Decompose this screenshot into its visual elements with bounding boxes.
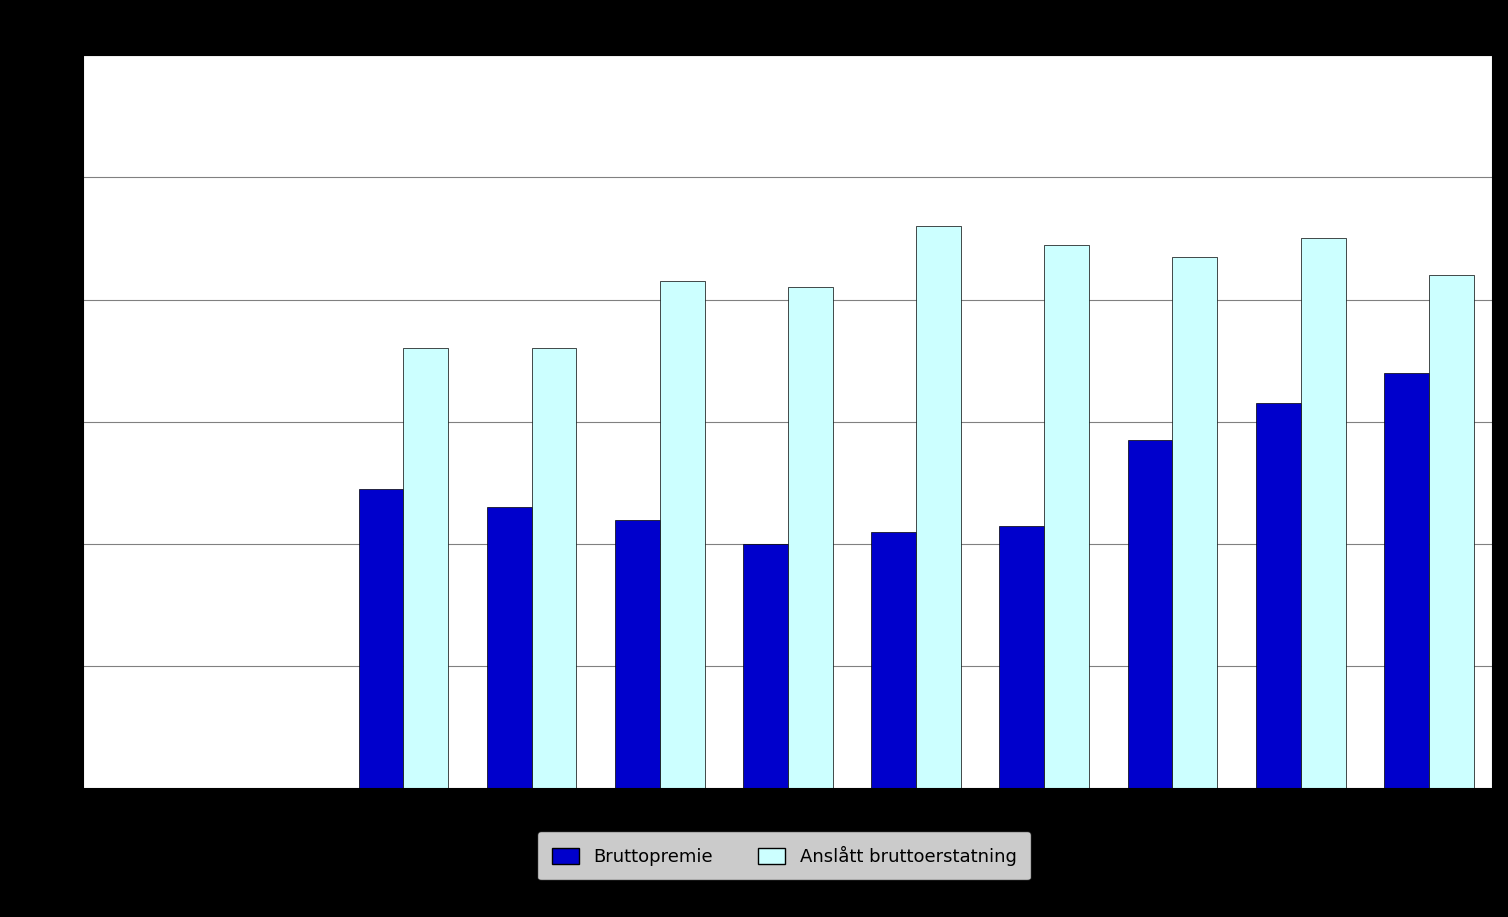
Bar [1044, 245, 1089, 789]
Bar [359, 489, 403, 789]
Bar [915, 226, 961, 789]
Bar [1256, 403, 1300, 789]
Bar [532, 348, 576, 789]
Bar [743, 544, 787, 789]
Bar [1300, 238, 1345, 789]
Bar [1384, 373, 1428, 789]
Bar [1430, 275, 1473, 789]
Bar [403, 348, 448, 789]
Bar [1000, 525, 1044, 789]
Bar [787, 287, 832, 789]
Bar [872, 532, 915, 789]
Bar [615, 520, 661, 789]
Bar [661, 282, 704, 789]
Bar [1128, 440, 1173, 789]
Legend: Bruttopremie, Anslått bruttoerstatning: Bruttopremie, Anslått bruttoerstatning [537, 832, 1031, 880]
Bar [1173, 257, 1217, 789]
Bar [487, 507, 532, 789]
